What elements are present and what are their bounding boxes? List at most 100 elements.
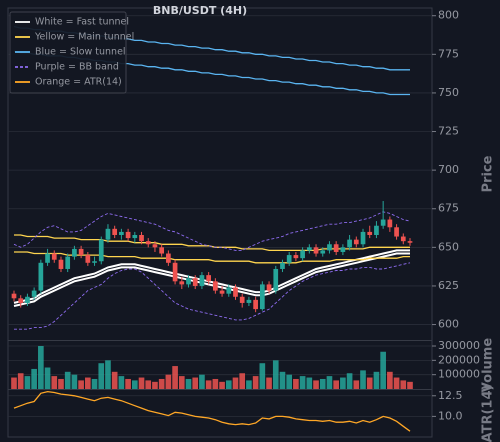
frame	[7, 7, 433, 438]
y-tick-label: 10.0	[438, 409, 463, 422]
volume-bar	[105, 360, 111, 389]
plot-area	[11, 346, 413, 389]
candle-body	[179, 281, 185, 285]
candle-body	[333, 244, 339, 252]
tunnel-line	[14, 262, 411, 330]
volume-bar	[17, 373, 24, 389]
candle-body	[394, 227, 399, 237]
y-axis-label: ATR(14)	[481, 385, 496, 442]
candle-body	[306, 247, 312, 251]
volume-bar	[165, 374, 172, 389]
volume-bar	[85, 377, 91, 389]
candle-body	[280, 262, 285, 269]
candle-body	[18, 298, 24, 303]
candle-body	[78, 248, 84, 256]
candle-body	[119, 231, 124, 235]
candle-body	[327, 244, 332, 251]
volume-bar	[373, 371, 380, 389]
volume-bar	[266, 377, 272, 389]
volume-bar	[24, 376, 31, 389]
volume-bar	[407, 381, 413, 389]
candle-body	[380, 219, 386, 226]
candle-body	[85, 255, 91, 263]
volume-bar	[178, 376, 185, 389]
candle-body	[132, 234, 138, 239]
candle-body	[152, 244, 158, 248]
tunnel-line	[13, 249, 410, 304]
volume-bar	[185, 378, 192, 389]
candle-body	[347, 239, 352, 248]
candle-body	[286, 255, 292, 263]
volume-bar	[11, 377, 17, 389]
candle-body	[273, 268, 279, 291]
candle-body	[31, 290, 37, 297]
candle-body	[38, 262, 44, 291]
volume-bar	[313, 380, 319, 389]
y-axis-label: Volume	[481, 338, 496, 393]
plot-area	[11, 25, 413, 330]
candle-body	[125, 231, 131, 239]
volume-bar	[252, 376, 259, 389]
candle-body	[340, 247, 346, 252]
y-tick-label: 625	[438, 279, 459, 292]
candle-body	[233, 287, 238, 297]
legend-label: White = Fast tunnel	[35, 17, 129, 28]
volume-bar	[51, 376, 58, 389]
volume-bar	[366, 377, 373, 389]
candle-body	[72, 248, 77, 257]
tunnel-line	[13, 211, 411, 251]
volume-bar	[91, 378, 98, 389]
volume-bar	[272, 360, 279, 389]
volume-bar	[333, 380, 339, 389]
y-tick-label: 300000	[438, 339, 480, 352]
candle-body	[199, 275, 205, 286]
volume-bar	[346, 373, 353, 389]
volume-bar	[118, 376, 125, 389]
volume-bar	[31, 368, 37, 389]
volume-bar	[380, 351, 386, 389]
candle-body	[159, 247, 165, 254]
y-tick-label: 700	[438, 163, 459, 176]
legend-box	[9, 11, 127, 94]
candle-body	[58, 259, 64, 269]
volume-bar	[259, 363, 266, 389]
volume-bar	[219, 381, 225, 389]
volume-bar	[125, 378, 131, 389]
legend-label: Blue = Slow tunnel	[35, 47, 126, 58]
candle-body	[266, 284, 272, 291]
candle-body	[246, 299, 252, 303]
legend-label: Orange = ATR(14)	[35, 77, 122, 88]
volume-bar	[353, 380, 360, 389]
tunnel-line	[14, 251, 410, 264]
plots: 600 625 650 675 700 725 750 775 800 Price 100000 20…	[8, 9, 496, 442]
candle-body	[313, 247, 319, 254]
volume-bar	[306, 377, 313, 389]
candle-body	[219, 290, 225, 294]
volume-bar	[199, 374, 205, 389]
y-tick-label: 100000	[438, 368, 480, 381]
y-tick-label: 650	[438, 240, 459, 253]
candle-body	[400, 236, 406, 242]
candle-body	[253, 299, 258, 310]
volume-bar	[44, 367, 51, 389]
volume-bar	[279, 371, 286, 389]
volume-bar	[293, 378, 299, 389]
plot-area	[13, 390, 411, 432]
volume-bar	[98, 363, 105, 389]
candle-body	[293, 255, 299, 259]
legend-label: Purple = BB band	[35, 62, 119, 73]
volume-bar	[286, 374, 293, 389]
volume-bar	[225, 380, 232, 389]
candle-body	[320, 250, 326, 254]
candle-body	[65, 256, 71, 269]
candle-body	[226, 287, 232, 294]
volume-bar	[232, 377, 239, 389]
y-axis-label: Price	[481, 155, 496, 192]
y-tick-label: 200000	[438, 353, 480, 366]
volume-bar	[400, 380, 407, 389]
candle-body	[139, 234, 144, 242]
y-tick-label: 750	[438, 86, 459, 99]
atr-line	[13, 390, 411, 432]
